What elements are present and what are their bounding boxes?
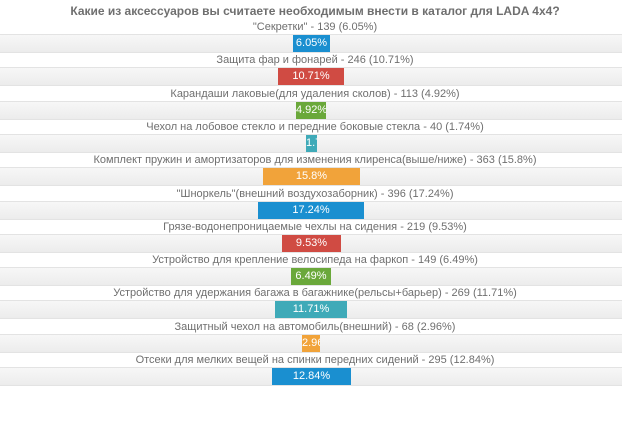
result-bar: 12.84%: [272, 368, 351, 385]
result-bar: 10.71%: [278, 68, 344, 86]
result-bar: 15.8%: [263, 168, 360, 186]
result-bar: 9.53%: [282, 234, 341, 252]
poll-option: "Секретки" - 139 (6.05%) 6.05%: [0, 20, 630, 60]
poll-option: Чехол на лобовое стекло и передние боков…: [0, 120, 630, 160]
bar-percent-label: 15.8%: [295, 170, 328, 183]
bar-track: 4.92%: [0, 100, 622, 120]
bar-track: 6.49%: [0, 267, 622, 287]
bar-percent-label: 2.96%: [302, 336, 320, 349]
bar-track: 2.96%: [0, 333, 622, 353]
option-label: Устройство для удержания багажа в багажн…: [113, 287, 517, 300]
option-label: Чехол на лобовое стекло и передние боков…: [146, 120, 484, 133]
bar-track: 10.71%: [0, 67, 622, 87]
bar-percent-label: 6.49%: [295, 270, 327, 283]
option-label: "Шноркель"(внешний воздухозаборник) - 39…: [176, 187, 454, 200]
poll-title: Какие из аксессуаров вы считаете необход…: [70, 4, 560, 18]
result-bar: 1.74%: [306, 134, 317, 152]
poll-option: "Шноркель"(внешний воздухозаборник) - 39…: [0, 187, 630, 227]
bar-percent-label: 12.84%: [292, 370, 331, 382]
option-label: Карандаши лаковые(для удаления сколов) -…: [170, 87, 460, 100]
option-label: Защита фар и фонарей - 246 (10.71%): [216, 54, 414, 67]
result-bar: 6.05%: [293, 35, 330, 52]
result-bar: 11.71%: [275, 301, 347, 319]
bar-track: 17.24%: [0, 200, 622, 220]
result-bar: 2.96%: [302, 334, 320, 352]
result-bar: 4.92%: [296, 101, 326, 119]
option-label: Защитный чехол на автомобиль(внешний) - …: [174, 320, 456, 333]
bar-track: 6.05%: [0, 34, 622, 53]
option-label: Грязе-водонепроницаемые чехлы на сидения…: [163, 220, 467, 233]
poll-option: Грязе-водонепроницаемые чехлы на сидения…: [0, 220, 630, 260]
poll-option: Устройство для удержания багажа в багажн…: [0, 286, 630, 326]
poll-option: Комплект пружин и амортизаторов для изме…: [0, 153, 630, 193]
bar-percent-label: 10.71%: [292, 70, 330, 83]
bar-percent-label: 4.92%: [296, 103, 326, 116]
bar-track: 1.74%: [0, 133, 622, 153]
bar-percent-label: 6.05%: [295, 37, 328, 49]
poll-option: Отсеки для мелких вещей на спинки передн…: [0, 353, 630, 393]
option-label: Отсеки для мелких вещей на спинки передн…: [135, 354, 495, 366]
bar-percent-label: 11.71%: [292, 303, 330, 316]
option-label: Комплект пружин и амортизаторов для изме…: [93, 154, 537, 167]
poll-option: Карандаши лаковые(для удаления сколов) -…: [0, 87, 630, 127]
poll-option: Устройство для крепление велосипеда на ф…: [0, 253, 630, 293]
poll-option: Защитный чехол на автомобиль(внешний) - …: [0, 320, 630, 360]
result-bar: 6.49%: [291, 268, 331, 286]
option-label: "Секретки" - 139 (6.05%): [252, 21, 378, 33]
result-bar: 17.24%: [258, 201, 364, 219]
bar-track: 9.53%: [0, 233, 622, 253]
bar-track: 11.71%: [0, 300, 622, 320]
bar-percent-label: 9.53%: [295, 236, 328, 249]
bar-percent-label: 17.24%: [292, 203, 330, 216]
bar-track: 15.8%: [0, 167, 622, 187]
poll-option: Защита фар и фонарей - 246 (10.71%) 10.71…: [0, 53, 630, 93]
bar-percent-label: 1.74%: [306, 136, 317, 149]
bar-track: 12.84%: [0, 367, 622, 386]
option-label: Устройство для крепление велосипеда на ф…: [152, 254, 478, 267]
